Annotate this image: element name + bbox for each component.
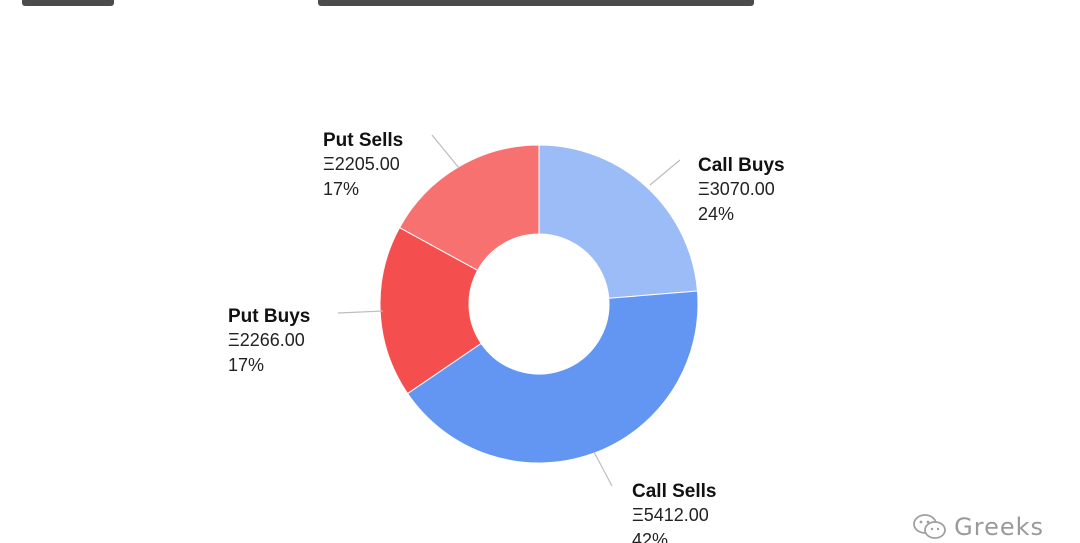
slice-value-put-sells: Ξ2205.00 xyxy=(323,154,400,174)
leader-line-put-sells xyxy=(431,134,460,169)
slice-percent-call-sells: 42% xyxy=(632,530,668,543)
header-title-fragment xyxy=(318,0,754,6)
watermark: Greeks xyxy=(912,513,1044,541)
slice-name-call-buys: Call Buys xyxy=(698,155,785,176)
slice-value-call-sells: Ξ5412.00 xyxy=(632,505,709,525)
leader-line-call-sells xyxy=(593,451,613,487)
leader-line-put-buys xyxy=(337,310,384,314)
wechat-icon xyxy=(913,514,947,539)
slice-name-put-sells: Put Sells xyxy=(323,130,403,151)
slice-value-call-buys: Ξ3070.00 xyxy=(698,179,775,199)
leader-lines xyxy=(337,134,681,487)
watermark-text: Greeks xyxy=(954,513,1044,541)
header-logo-fragment xyxy=(22,0,114,6)
donut-hole xyxy=(469,234,609,374)
slice-name-call-sells: Call Sells xyxy=(632,481,717,502)
slice-percent-call-buys: 24% xyxy=(698,204,734,224)
slice-name-put-buys: Put Buys xyxy=(228,306,310,327)
slice-labels: Call Buys Ξ3070.00 24% Call Sells Ξ5412.00 42… xyxy=(228,130,785,543)
slice-percent-put-buys: 17% xyxy=(228,355,264,375)
slice-value-put-buys: Ξ2266.00 xyxy=(228,330,305,350)
slice-percent-put-sells: 17% xyxy=(323,179,359,199)
donut-slices xyxy=(379,144,699,464)
leader-line-call-buys xyxy=(649,159,681,186)
